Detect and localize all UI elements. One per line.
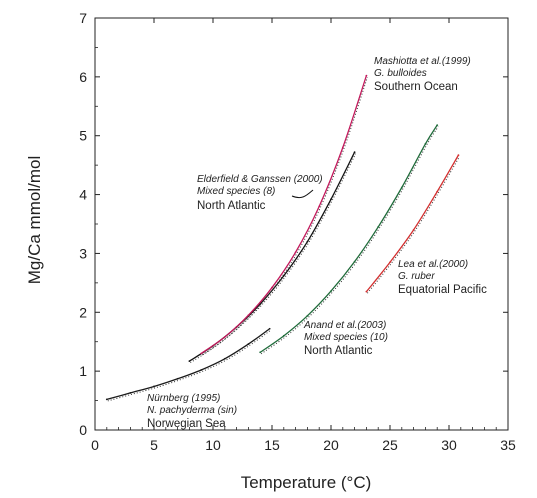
annotation-elderfield: Elderfield & Ganssen (2000) Mixed specie… bbox=[197, 174, 323, 212]
x-tick-label: 20 bbox=[323, 437, 339, 453]
annotation-lea: Lea et al.(2000) G. ruber Equatorial Pac… bbox=[398, 259, 487, 296]
series-point-anand-et-al-2003 bbox=[436, 124, 439, 127]
annotation-mashiotta-region: Southern Ocean bbox=[374, 81, 458, 93]
series-point-n-rnberg-1995 bbox=[223, 357, 226, 360]
series-point-lea-et-al-2000 bbox=[457, 154, 460, 157]
series-point-elderfield-ganssen-2000 bbox=[188, 360, 191, 363]
series-point-elderfield-ganssen-2000 bbox=[353, 151, 356, 154]
series-point-mashiotta-et-al-1999 bbox=[318, 205, 321, 208]
series-line-anand-et-al-2003 bbox=[259, 124, 438, 353]
y-tick-label: 1 bbox=[79, 363, 87, 379]
series-point-n-rnberg-1995 bbox=[200, 369, 203, 371]
series-point-elderfield-ganssen-2000 bbox=[330, 198, 332, 201]
x-tick-label: 25 bbox=[382, 437, 398, 453]
series-point-mashiotta-et-al-1999 bbox=[294, 251, 297, 254]
series-point-anand-et-al-2003 bbox=[424, 143, 427, 145]
annotation-nurnberg-citation: Nürnberg (1995) bbox=[147, 393, 220, 404]
series-point-n-rnberg-1995 bbox=[153, 385, 155, 388]
y-axis-title: Mg/Ca mmol/mol bbox=[25, 156, 44, 284]
annotation-lea-species: G. ruber bbox=[398, 271, 435, 282]
y-tick-label: 6 bbox=[79, 69, 87, 85]
x-axis-title: Temperature (°C) bbox=[241, 473, 372, 492]
annotation-mashiotta-citation: Mashiotta et al.(1999) bbox=[374, 56, 471, 67]
series-point-anand-et-al-2003 bbox=[306, 314, 309, 317]
series-line-n-rnberg-1995 bbox=[106, 328, 271, 401]
annotation-elderfield-citation: Elderfield & Ganssen (2000) bbox=[197, 174, 323, 185]
series-group bbox=[105, 74, 460, 402]
x-tick-label: 5 bbox=[150, 437, 158, 453]
series-point-anand-et-al-2003 bbox=[259, 351, 262, 354]
series-point-anand-et-al-2003 bbox=[282, 334, 285, 337]
series-trace-mashiotta-et-al-1999 bbox=[201, 77, 368, 356]
annotation-anand: Anand et al.(2003) Mixed species (10) No… bbox=[303, 320, 388, 357]
series-point-lea-et-al-2000 bbox=[436, 190, 439, 193]
annotation-elderfield-region: North Atlantic bbox=[197, 200, 266, 212]
series-point-n-rnberg-1995 bbox=[129, 392, 132, 394]
annotation-anand-region: North Atlantic bbox=[304, 345, 373, 357]
annotation-elderfield-species: Mixed species (8) bbox=[197, 186, 275, 197]
series-point-n-rnberg-1995 bbox=[268, 327, 271, 330]
series-point-n-rnberg-1995 bbox=[176, 377, 179, 380]
x-tick-label: 0 bbox=[91, 437, 99, 453]
x-tick-label: 30 bbox=[441, 437, 457, 453]
annotation-lea-region: Equatorial Pacific bbox=[398, 284, 487, 296]
series-point-mashiotta-et-al-1999 bbox=[200, 352, 203, 355]
series-point-mashiotta-et-al-1999 bbox=[223, 336, 226, 338]
series-point-anand-et-al-2003 bbox=[330, 290, 332, 292]
series-point-mashiotta-et-al-1999 bbox=[271, 286, 273, 289]
series-point-anand-et-al-2003 bbox=[353, 260, 356, 263]
series-point-lea-et-al-2000 bbox=[389, 261, 391, 264]
y-tick-label: 2 bbox=[79, 304, 87, 320]
annotation-mashiotta: Mashiotta et al.(1999) G. bulloides Sout… bbox=[374, 56, 471, 93]
annotation-lea-citation: Lea et al.(2000) bbox=[398, 259, 468, 270]
ticks: 0 5 10 15 20 25 30 35 0 1 2 3 4 5 6 7 bbox=[79, 10, 516, 453]
series-point-n-rnberg-1995 bbox=[247, 343, 250, 345]
x-tick-label: 15 bbox=[264, 437, 280, 453]
series-point-mashiotta-et-al-1999 bbox=[365, 74, 368, 77]
axis-frame bbox=[94, 17, 509, 431]
annotation-nurnberg-species: N. pachyderma (sin) bbox=[147, 405, 237, 416]
series-trace-elderfield-ganssen-2000 bbox=[190, 153, 357, 364]
annotation-elderfield-leader bbox=[291, 189, 314, 199]
y-tick-label: 3 bbox=[79, 245, 87, 261]
series-point-anand-et-al-2003 bbox=[377, 226, 380, 228]
y-tick-label: 0 bbox=[79, 422, 87, 438]
x-tick-label: 10 bbox=[205, 437, 221, 453]
series-point-lea-et-al-2000 bbox=[412, 228, 415, 231]
y-tick-label: 4 bbox=[79, 187, 87, 203]
annotation-nurnberg-region: Norwegian Sea bbox=[147, 418, 226, 430]
y-tick-label: 7 bbox=[79, 10, 87, 26]
annotation-nurnberg: Nürnberg (1995) N. pachyderma (sin) Norw… bbox=[147, 393, 237, 430]
annotation-anand-citation: Anand et al.(2003) bbox=[303, 320, 386, 331]
series-point-lea-et-al-2000 bbox=[365, 290, 368, 293]
annotation-mashiotta-species: G. bulloides bbox=[374, 68, 427, 79]
annotation-anand-species: Mixed species (10) bbox=[304, 332, 388, 343]
series-point-n-rnberg-1995 bbox=[105, 398, 108, 401]
y-tick-label: 5 bbox=[79, 128, 87, 144]
series-point-elderfield-ganssen-2000 bbox=[306, 240, 309, 243]
x-tick-label: 35 bbox=[500, 437, 516, 453]
series-line-mashiotta-et-al-1999 bbox=[200, 75, 368, 355]
series-point-anand-et-al-2003 bbox=[400, 186, 403, 189]
series-trace-n-rnberg-1995 bbox=[107, 329, 271, 402]
series-point-mashiotta-et-al-1999 bbox=[247, 314, 250, 317]
plot-area-border bbox=[94, 17, 509, 431]
series-point-mashiotta-et-al-1999 bbox=[341, 146, 344, 149]
